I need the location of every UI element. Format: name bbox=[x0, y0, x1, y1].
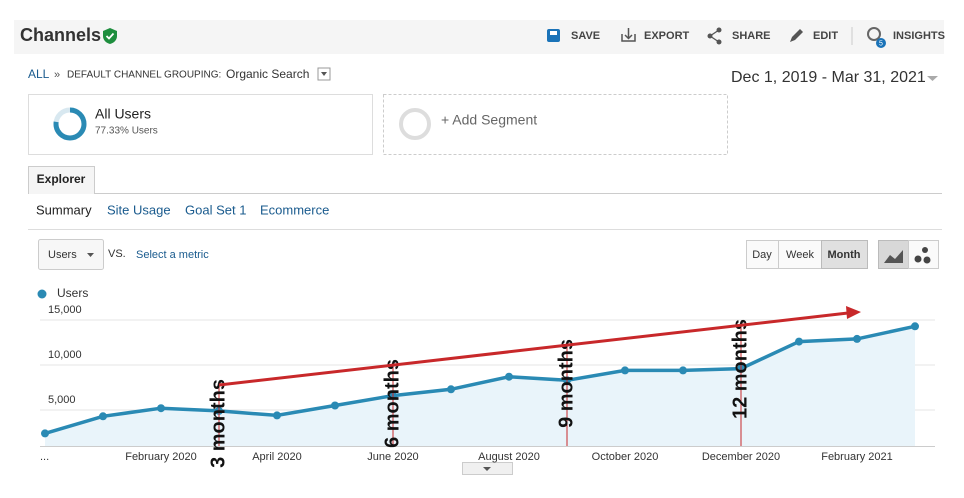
motion-chart-icon bbox=[914, 247, 931, 264]
verified-icon bbox=[103, 28, 117, 44]
page-title: Channels bbox=[20, 25, 101, 45]
x-tick-label: February 2020 bbox=[125, 451, 197, 463]
legend-label: Users bbox=[57, 286, 88, 300]
edit-button[interactable]: EDIT bbox=[813, 30, 838, 42]
legend-marker bbox=[37, 289, 47, 299]
granularity[interactable]: Month bbox=[828, 249, 861, 261]
collapse-arrow bbox=[483, 467, 491, 471]
trend-arrow bbox=[218, 311, 849, 387]
add-segment-box[interactable] bbox=[383, 94, 728, 155]
edit-icon[interactable] bbox=[790, 29, 803, 42]
line-chart-toggle[interactable] bbox=[878, 240, 909, 269]
annotation-label: 12 months bbox=[729, 319, 751, 419]
export-button[interactable]: EXPORT bbox=[644, 30, 690, 42]
segment-ring bbox=[53, 107, 87, 141]
point bbox=[99, 412, 107, 421]
save-button[interactable]: SAVE bbox=[571, 30, 600, 42]
share-button[interactable]: SHARE bbox=[732, 30, 771, 42]
add-segment-ring bbox=[399, 108, 431, 140]
compare-metric[interactable]: Select a metric bbox=[136, 249, 209, 261]
x-tick-label: June 2020 bbox=[367, 451, 418, 463]
point bbox=[157, 404, 165, 413]
annotation-label: 3 months bbox=[207, 379, 229, 468]
add-segment[interactable]: + Add Segment bbox=[441, 112, 537, 128]
vs-label: VS. bbox=[108, 248, 126, 260]
area bbox=[45, 326, 915, 446]
subtab-summary[interactable]: Summary bbox=[36, 202, 92, 217]
chart: Users 5,000 10,000 15,000... February 2020 Ap… bbox=[37, 286, 935, 468]
point bbox=[41, 429, 49, 438]
dropdown-arrow bbox=[87, 253, 94, 257]
point bbox=[505, 372, 513, 381]
metric-dropdown[interactable] bbox=[38, 239, 104, 270]
segment-box[interactable] bbox=[28, 94, 373, 155]
x-tick-label: December 2020 bbox=[702, 451, 780, 463]
day-button[interactable] bbox=[746, 240, 779, 269]
insights-button[interactable]: INSIGHTS bbox=[893, 30, 945, 42]
dropdown-arrow bbox=[321, 72, 327, 76]
point bbox=[911, 322, 919, 331]
x-tick-label: April 2020 bbox=[252, 451, 302, 463]
date-arrow bbox=[927, 76, 938, 81]
x-tick-label: February 2021 bbox=[821, 451, 893, 463]
insights-icon[interactable] bbox=[867, 27, 881, 41]
y-tick-label: 5,000 bbox=[48, 394, 76, 406]
granularity[interactable]: Week bbox=[786, 249, 814, 261]
breadcrumb-value: Organic Search bbox=[226, 67, 309, 81]
line bbox=[44, 324, 916, 436]
point bbox=[679, 366, 687, 375]
tab-explorer[interactable]: Explorer bbox=[37, 172, 86, 186]
tab-explorer-box[interactable] bbox=[28, 166, 95, 195]
insights-badge bbox=[876, 38, 886, 48]
annotation-label: 9 months bbox=[555, 339, 577, 428]
subtab[interactable]: Site Usage bbox=[107, 202, 171, 217]
date-range[interactable]: Dec 1, 2019 - Mar 31, 2021 bbox=[731, 69, 926, 86]
header-bar bbox=[14, 20, 944, 54]
x-tick-label: August 2020 bbox=[478, 451, 540, 463]
breadcrumb-separator: » bbox=[54, 69, 60, 81]
breadcrumb-grouping: DEFAULT CHANNEL GROUPING: bbox=[67, 70, 221, 81]
point bbox=[273, 411, 281, 420]
check bbox=[105, 32, 115, 40]
breadcrumb-root[interactable]: ALL bbox=[28, 67, 50, 81]
save-icon[interactable] bbox=[547, 29, 560, 42]
month-button[interactable] bbox=[821, 240, 868, 269]
x-tick-label: October 2020 bbox=[592, 451, 659, 463]
trend-arrowhead bbox=[846, 306, 861, 319]
point bbox=[447, 385, 455, 394]
segment-detail: 77.33% Users bbox=[95, 126, 158, 137]
point bbox=[621, 366, 629, 375]
subtab[interactable]: Ecommerce bbox=[260, 202, 329, 217]
subtab[interactable]: Goal Set 1 bbox=[185, 202, 246, 217]
share-lines bbox=[708, 29, 720, 43]
y-tick-label: 10,000 bbox=[48, 349, 82, 361]
export-icon[interactable] bbox=[621, 28, 636, 42]
save-icon-detail bbox=[550, 31, 557, 35]
x-tick-label: ... bbox=[40, 451, 49, 463]
segment-name: All Users bbox=[95, 106, 151, 122]
granularity[interactable]: Day bbox=[752, 249, 772, 261]
week-button[interactable] bbox=[778, 240, 822, 269]
point bbox=[853, 334, 861, 343]
metric-select[interactable]: Users bbox=[48, 249, 77, 261]
point bbox=[795, 337, 803, 346]
motion-chart-toggle[interactable] bbox=[908, 240, 939, 269]
point bbox=[331, 401, 339, 410]
y-tick-label: 15,000 bbox=[48, 304, 82, 316]
line-chart-icon bbox=[884, 250, 903, 263]
annotation-label: 6 months bbox=[381, 359, 403, 448]
insights-count: 5 bbox=[879, 40, 883, 47]
